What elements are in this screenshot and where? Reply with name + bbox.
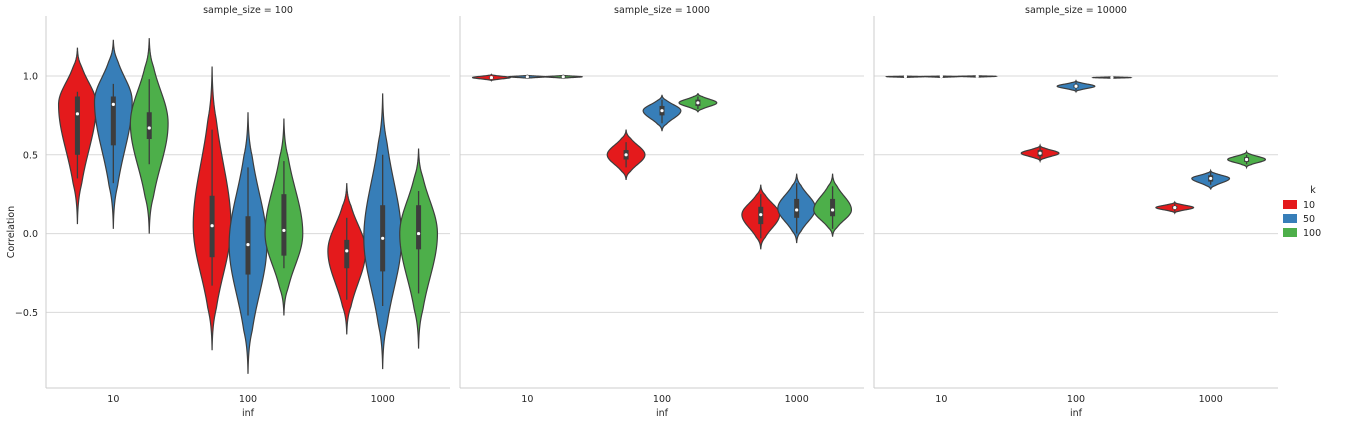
facet-panel: sample_size = 1000 10 100 1000 inf [459,5,864,419]
violin-median [147,126,151,130]
violin [93,39,133,229]
violin-median [939,74,943,79]
violin [363,93,403,370]
facet-panel: sample_size = 10000 10 100 1000 inf [873,5,1278,419]
violin-median [525,75,529,79]
violin-iqr-box [344,239,350,269]
violin-median [696,101,700,105]
violin [885,75,926,79]
violin-iqr-box [110,96,116,146]
violin-median [795,208,799,212]
violin-median [561,75,565,79]
facet-title: sample_size = 10000 [1025,5,1127,16]
x-tick-label: 100 [239,394,257,405]
violin [956,74,998,78]
facet-panel: sample_size = 100 −0.5 0.0 0.5 1.0 10 100 1000 i… [15,5,450,419]
violin-median [381,236,385,240]
legend-label: 50 [1303,214,1315,225]
violin-median [111,102,115,106]
violin [264,118,304,316]
violin-iqr-box [281,194,287,256]
y-axis-label: Correlation [6,206,17,258]
violin-median [282,228,286,233]
violin-median [345,249,349,253]
facet-title: sample_size = 1000 [614,5,710,16]
legend: k 10 50 100 [1283,185,1321,239]
x-tick-label: 10 [107,394,119,405]
violin [507,74,548,80]
violin [57,47,97,225]
violin [1056,79,1096,94]
violin [192,66,232,351]
legend-swatch [1283,200,1297,209]
x-tick-label: 100 [653,394,671,405]
violin-median [1110,75,1114,80]
violin [399,148,439,349]
violin [1191,168,1231,190]
violin [1155,200,1195,215]
violin-median [416,231,421,236]
violin [1227,149,1267,170]
legend-label: 100 [1303,228,1321,239]
violin [1091,75,1133,80]
violin [129,38,169,234]
violin-median [759,213,763,217]
violin-median [624,153,628,157]
legend-swatch [1283,214,1297,223]
violin-iqr-box [74,96,80,155]
violin-median [246,243,250,247]
facet-title: sample_size = 100 [203,5,293,16]
violin-median [1244,157,1249,162]
violin [642,94,682,132]
facet-panels: sample_size = 100 −0.5 0.0 0.5 1.0 10 100 1000 i… [15,5,1278,419]
violin-median [903,75,908,79]
y-tick-label: 0.0 [23,229,38,240]
violin-iqr-box [830,198,836,217]
violin-median [1209,176,1213,181]
x-tick-label: 1000 [1199,394,1223,405]
violin [777,173,817,244]
violin [813,173,853,237]
violin [678,93,718,113]
x-tick-label: 1000 [371,394,395,405]
violin [606,129,646,181]
violin [327,183,367,335]
y-tick-label: −0.5 [15,308,38,319]
violin [228,112,268,374]
x-axis-label: inf [656,408,669,419]
legend-swatch [1283,228,1297,237]
x-tick-label: 1000 [785,394,809,405]
violin [471,73,512,82]
legend-title: k [1310,185,1316,196]
legend-entries: 10 50 100 [1283,200,1321,239]
legend-label: 10 [1303,200,1315,211]
violin-median [1038,151,1042,155]
violin-median [975,74,979,78]
x-axis-label: inf [1070,408,1083,419]
x-tick-label: 10 [521,394,533,405]
violin [1020,143,1060,164]
violin-median [660,109,664,113]
y-tick-label: 1.0 [23,72,38,83]
violin [920,74,962,79]
x-axis-label: inf [242,408,255,419]
y-tick-label: 0.5 [23,150,38,161]
violin-median [1074,84,1078,88]
violin [741,184,781,250]
x-tick-label: 100 [1067,394,1085,405]
violin-median [210,224,214,228]
violin-median [489,75,494,80]
violin-median [1173,205,1177,210]
violin-median [75,112,80,116]
violin-median [830,208,835,212]
violin-iqr-box [416,205,422,250]
violin-iqr-box [146,112,152,140]
x-tick-label: 10 [935,394,947,405]
violin [543,74,584,80]
